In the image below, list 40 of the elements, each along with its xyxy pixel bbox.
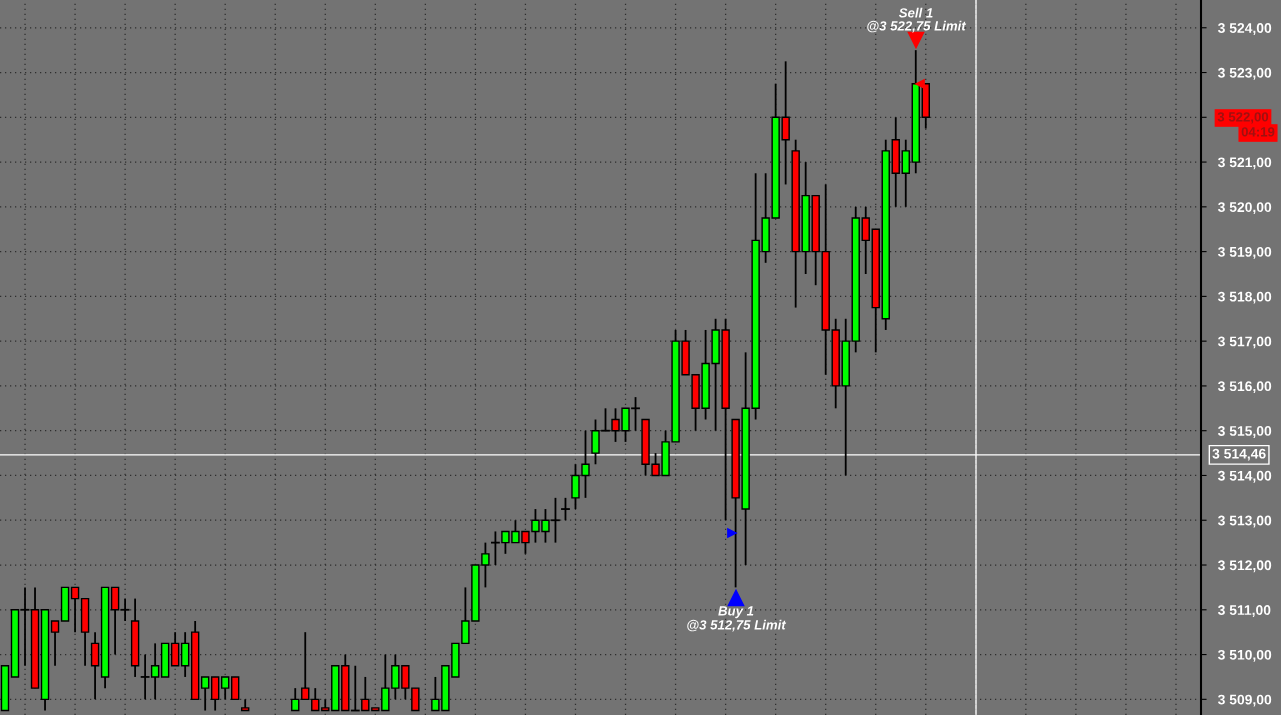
candlestick [561, 496, 570, 522]
candlestick [210, 676, 220, 712]
y-tick-label: 3 512,00 [1217, 560, 1272, 573]
candlestick [70, 586, 80, 634]
candlestick [90, 631, 100, 701]
text: 3 522,00 [1217, 112, 1269, 124]
annotation: @3 512,75 Limit [687, 619, 787, 632]
candlestick [200, 676, 210, 712]
y-tick-label: 3 524,00 [1217, 23, 1272, 35]
candlestick [230, 676, 240, 701]
candlestick [291, 687, 300, 712]
candlestick [861, 205, 870, 275]
y-tick-label: 3 515,00 [1217, 426, 1272, 438]
y-tick-label: 3 510,00 [1217, 649, 1272, 662]
annotation: Buy 1 [718, 606, 754, 619]
ref-line-label: 3 514,46 [1212, 448, 1266, 461]
y-tick-label: 3 521,00 [1217, 157, 1272, 170]
candlestick [220, 676, 230, 701]
y-tick-label: 3 516,00 [1217, 381, 1272, 394]
y-tick-label: 3 513,00 [1217, 515, 1272, 528]
candlestick [301, 631, 310, 701]
y-tick-label: 3 519,00 [1217, 246, 1272, 259]
candlestick [901, 138, 910, 208]
y-tick-label: 3 514,00 [1217, 470, 1272, 483]
candlestick [180, 631, 190, 678]
y-tick-label: 3 520,00 [1217, 202, 1272, 215]
candlestick [311, 687, 320, 712]
y-tick-label: 3 518,00 [1217, 291, 1272, 304]
candlestick [170, 631, 180, 667]
y-tick-label: 3 523,00 [1217, 67, 1272, 80]
candlestick [110, 586, 120, 656]
annotation: Sell 1 [898, 7, 933, 18]
y-tick-label: 3 509,00 [1217, 694, 1272, 707]
y-tick-label: 3 511,00 [1217, 605, 1271, 617]
candlestick [50, 620, 60, 667]
text: 04:19 [1241, 127, 1275, 137]
candlestick [20, 586, 30, 667]
candlestick [120, 597, 130, 622]
y-tick-label: 3 517,00 [1217, 336, 1272, 349]
annotation: @3 522,75 Limit [867, 20, 967, 33]
